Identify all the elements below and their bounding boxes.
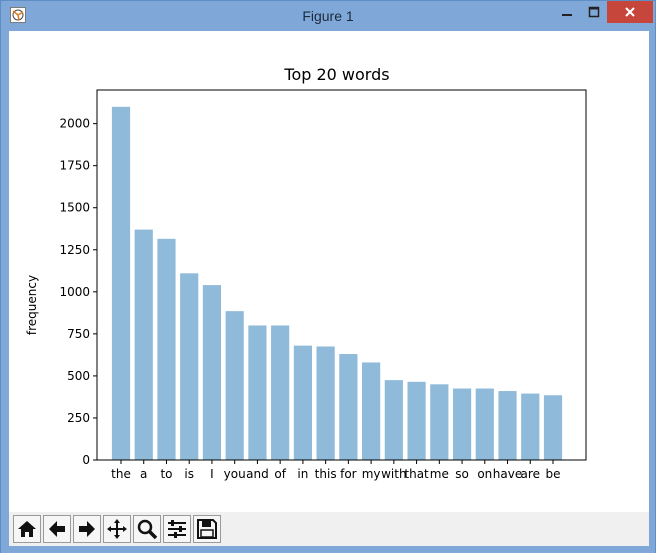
bar-the	[111, 106, 131, 461]
y-tick-label: 0	[82, 453, 90, 467]
x-tick-label: be	[546, 467, 561, 481]
bar-this	[316, 346, 335, 460]
window-frame-bottom	[1, 546, 655, 553]
window-frame-left	[1, 31, 9, 546]
bar-I	[202, 285, 222, 460]
x-tick-label: I	[210, 467, 214, 481]
minimize-button[interactable]	[553, 1, 581, 23]
x-tick-label: me	[430, 467, 449, 481]
bar-to	[157, 238, 176, 460]
configure-subplots-icon	[168, 520, 186, 538]
y-tick-label: 750	[67, 327, 90, 341]
axes-frame	[96, 89, 587, 461]
x-tick-label: have	[493, 467, 522, 481]
y-tick-label: 500	[67, 369, 90, 383]
y-tick-label: 250	[67, 411, 90, 425]
bar-are	[521, 393, 540, 460]
maximize-icon	[588, 6, 600, 18]
save-icon	[197, 519, 217, 539]
app-icon[interactable]	[10, 7, 26, 23]
pan-button[interactable]	[103, 515, 131, 543]
bar-that	[407, 381, 426, 460]
bar-be	[543, 395, 563, 460]
x-tick-label: in	[297, 467, 308, 481]
close-icon	[625, 7, 635, 17]
window-frame-right	[649, 31, 655, 546]
x-tick-label: the	[111, 467, 131, 481]
bar-on	[475, 388, 494, 460]
x-tick-label: are	[521, 467, 540, 481]
bar-you	[225, 311, 244, 460]
back-arrow-icon	[49, 521, 65, 537]
bar-for	[339, 354, 358, 460]
home-button[interactable]	[13, 515, 41, 543]
x-tick-label: on	[477, 467, 492, 481]
bar-of	[271, 325, 290, 460]
bar-is	[180, 273, 199, 460]
x-tick-label: a	[140, 467, 147, 481]
x-tick-label: for	[340, 467, 357, 481]
y-tick-label: 1000	[59, 285, 90, 299]
y-tick-label: 2000	[59, 117, 90, 131]
bar-my	[362, 362, 381, 460]
x-tick-label: to	[160, 467, 172, 481]
back-button[interactable]	[43, 515, 71, 543]
x-tick-label: and	[246, 467, 269, 481]
y-tick-label: 1500	[59, 201, 90, 215]
x-tick-label: with	[381, 467, 406, 481]
home-icon	[18, 521, 36, 537]
minimize-icon	[562, 14, 572, 16]
title-bar[interactable]: Figure 1	[1, 1, 655, 31]
zoom-icon	[137, 519, 158, 540]
window-title: Figure 1	[302, 8, 354, 24]
close-button[interactable]	[607, 1, 653, 23]
x-tick-label: so	[455, 467, 469, 481]
y-tick-label: 1250	[59, 243, 90, 257]
forward-arrow-icon	[79, 521, 95, 537]
x-tick-label: that	[404, 467, 429, 481]
bar-have	[498, 391, 517, 460]
bar-chart: Top 20 words frequency 0 250 500 750 1000 125…	[25, 65, 587, 481]
bar-a	[134, 229, 153, 460]
bar-me	[430, 384, 449, 460]
configure-subplots-button[interactable]	[163, 515, 191, 543]
navigation-toolbar	[9, 512, 649, 546]
chart-title: Top 20 words	[283, 65, 389, 84]
y-axis-label: frequency	[25, 275, 39, 335]
bar-in	[293, 345, 312, 460]
y-tick-label: 1750	[59, 159, 90, 173]
x-tick-label: is	[184, 467, 194, 481]
save-button[interactable]	[193, 515, 221, 543]
x-tick-label: of	[274, 467, 286, 481]
figure-canvas[interactable]: Top 20 words frequency 0 250 500 750 1000 125…	[9, 31, 649, 511]
bar-with	[384, 380, 403, 460]
x-tick-label: you	[224, 467, 246, 481]
zoom-button[interactable]	[133, 515, 161, 543]
pan-icon	[107, 519, 127, 539]
maximize-button[interactable]	[581, 1, 607, 23]
bar-so	[452, 388, 472, 460]
forward-button[interactable]	[73, 515, 101, 543]
x-tick-label: my	[362, 467, 381, 481]
bar-and	[248, 325, 267, 460]
x-tick-label: this	[315, 467, 337, 481]
